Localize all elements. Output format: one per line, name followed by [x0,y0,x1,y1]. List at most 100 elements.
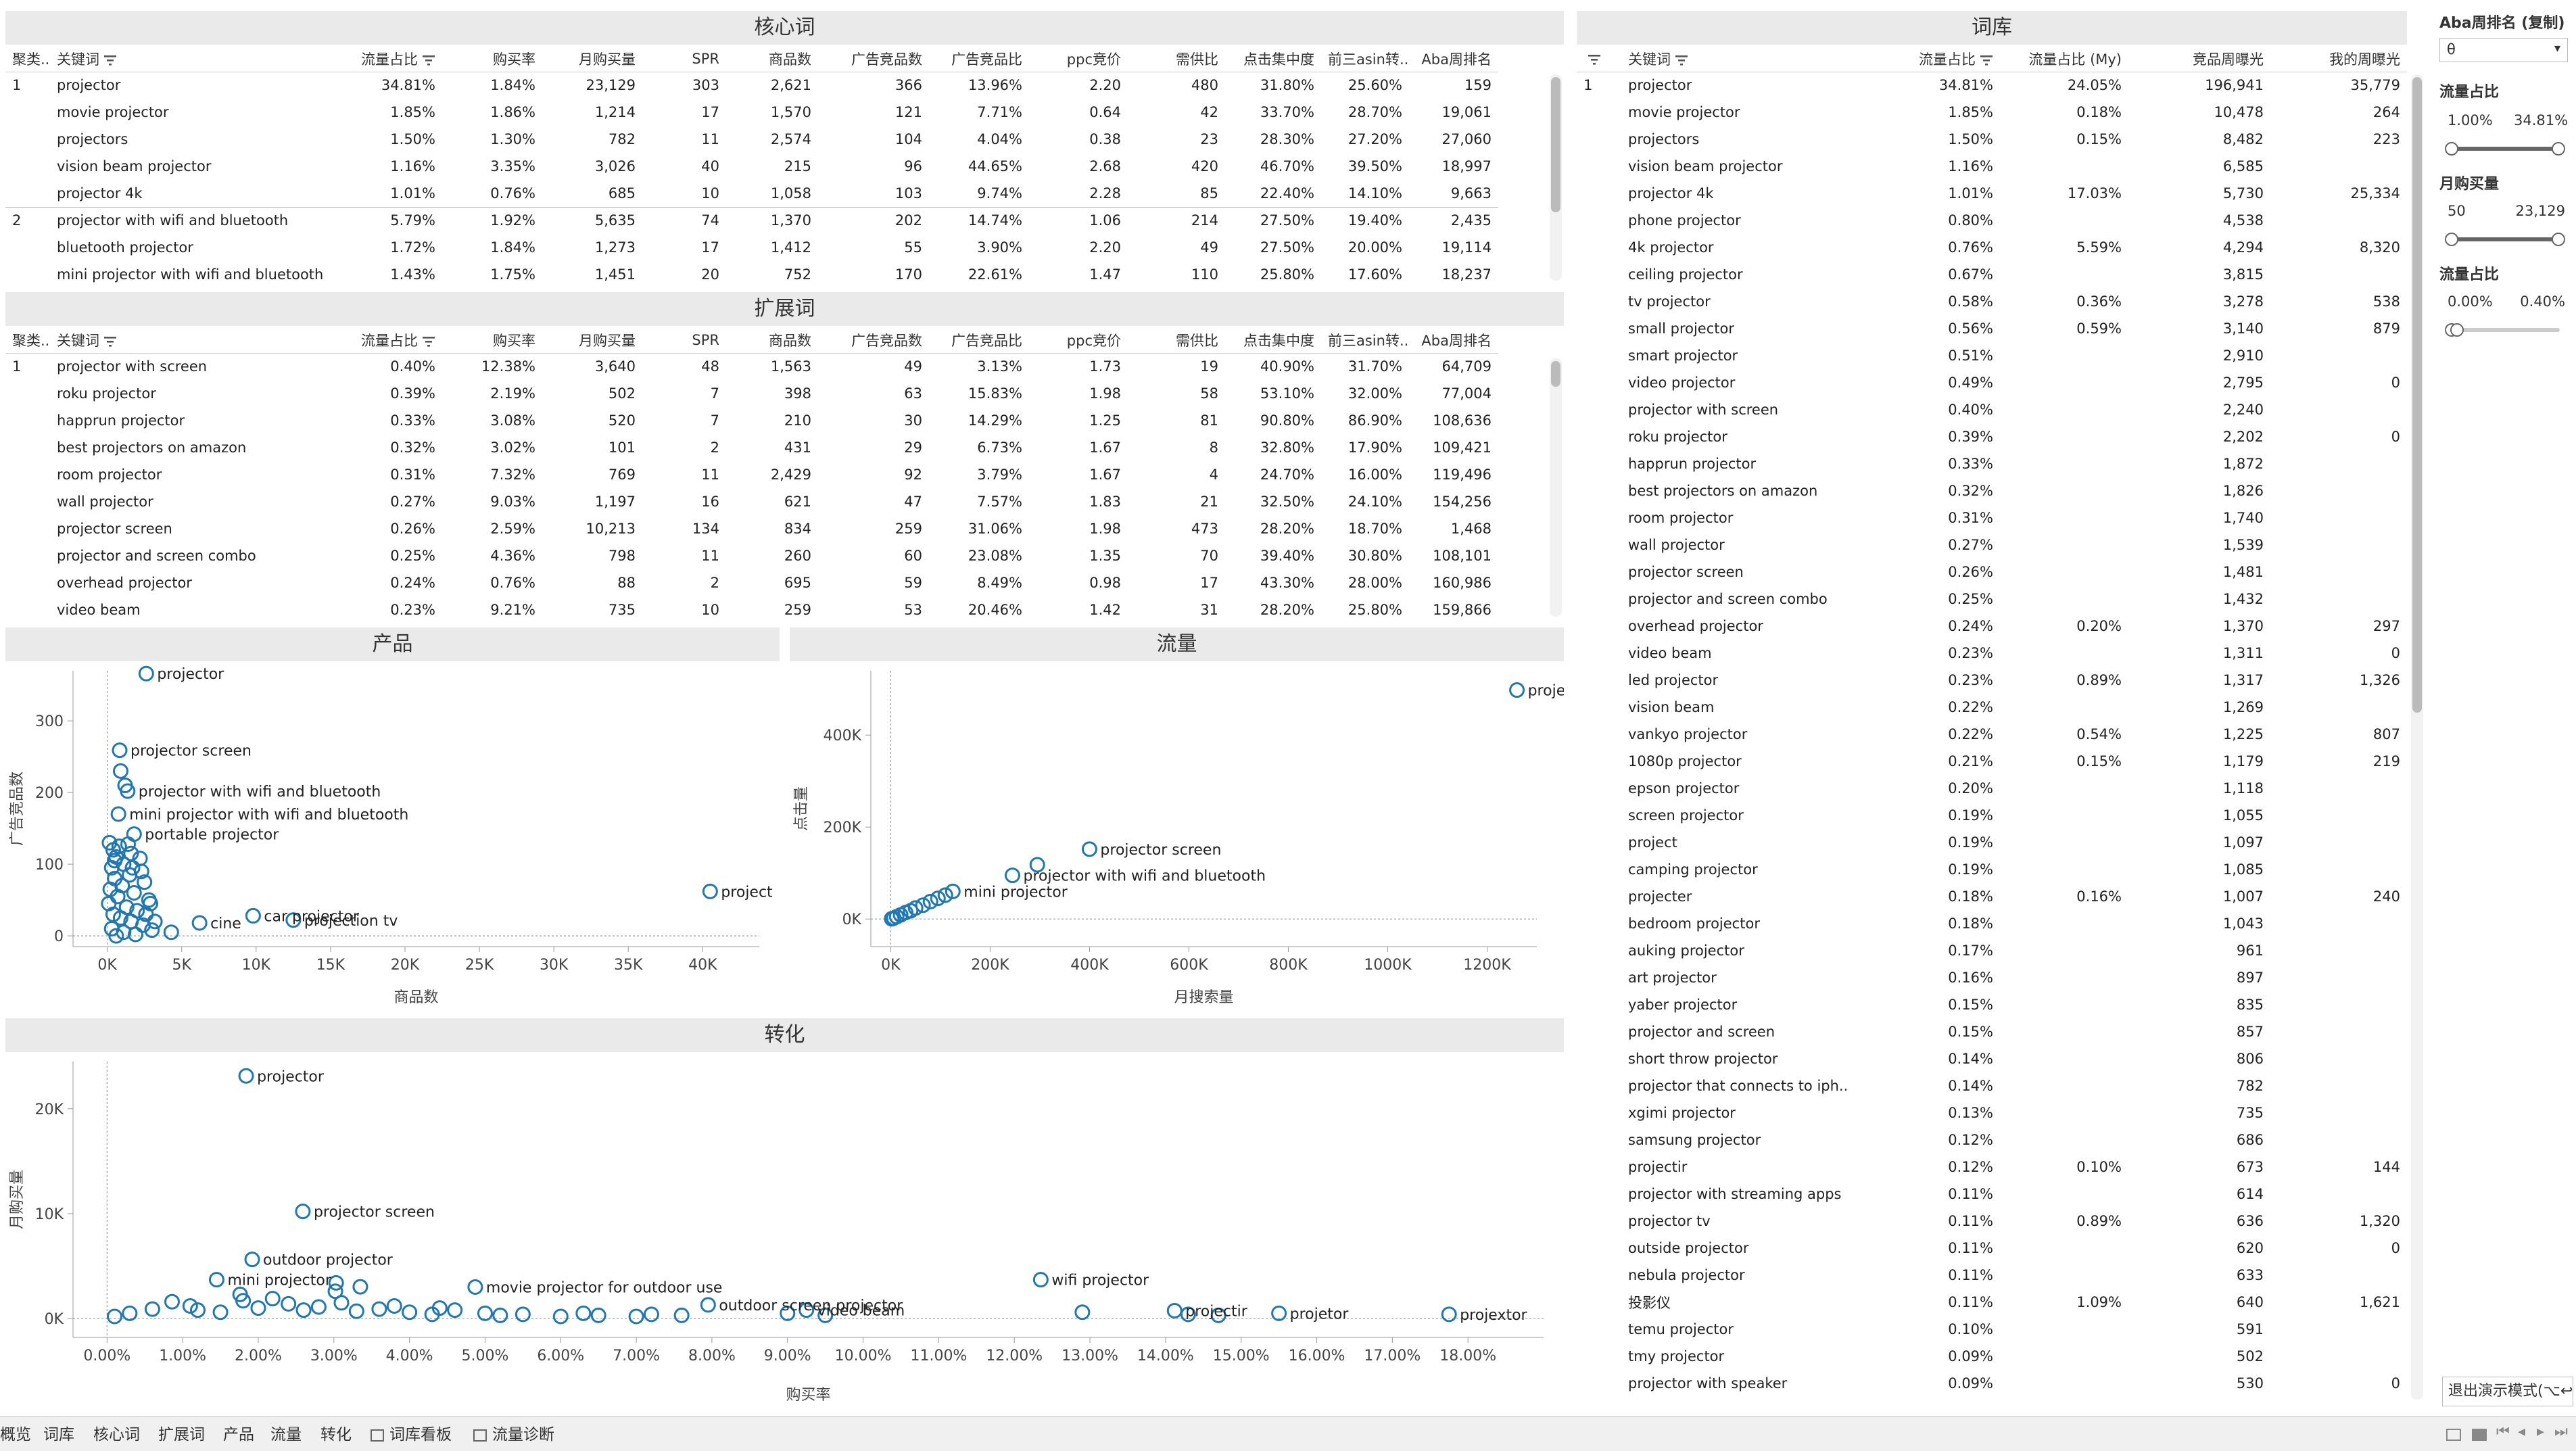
core_table-col-header[interactable]: 商品数 [726,46,818,72]
table-row[interactable]: overhead projector 0.24% 0.76% 88 2 695 59 8.49… [5,569,1498,596]
table-row[interactable]: wall projector 0.27% 9.03% 1,197 16 621 47 7.57… [5,488,1498,515]
scatter-point[interactable] [138,665,154,682]
scatter-point[interactable] [1081,841,1097,857]
scatter-point[interactable] [182,1298,198,1314]
scatter-point[interactable] [643,1306,659,1323]
slider-max-knob[interactable] [2552,233,2565,246]
scatter-point[interactable] [295,1204,311,1220]
scatter-point[interactable] [110,806,126,822]
sheet-tab[interactable]: 扩展词 [158,1423,205,1446]
expand-table-scrollbar[interactable] [1550,358,1562,617]
table-row[interactable]: led projector 0.23% 0.89% 1,317 1,326 [1577,667,2407,694]
filter-monthly-purchase-slider[interactable] [2445,231,2565,247]
expand_table-col-header[interactable]: 广告竞品数 [818,327,929,354]
scatter-point[interactable] [144,922,160,938]
core_table-col-header[interactable]: 点击集中度 [1225,46,1321,72]
sheet-tab[interactable]: 流量诊断 [473,1423,554,1446]
lexicon_table-col-header[interactable] [1577,46,1621,72]
scatter-point[interactable] [328,1275,344,1291]
table-row[interactable]: roku projector 0.39% 2,202 0 [1577,423,2407,450]
scatter-point[interactable] [915,897,931,913]
scatter-point[interactable] [144,1301,160,1317]
lexicon_table-col-header[interactable]: 我的周曝光 [2270,46,2407,72]
scatter-point[interactable] [780,1305,796,1321]
scatter-point[interactable] [798,1302,815,1318]
scatter-point[interactable] [126,826,142,842]
expand_table-col-header[interactable]: 商品数 [726,327,818,354]
scatter-point[interactable] [1074,1304,1091,1321]
table-row[interactable]: projector tv 0.11% 0.89% 636 1,320 [1577,1208,2407,1235]
scatter-point[interactable] [163,924,179,941]
table-row[interactable]: short throw projector 0.14% 806 [1577,1045,2407,1072]
table-row[interactable]: auking projector 0.17% 961 [1577,937,2407,964]
sheet-tab[interactable]: 流量 [270,1423,302,1446]
last-sheet-icon[interactable]: ⏭ [2554,1423,2568,1440]
lexicon-table-scrollbar[interactable] [2411,74,2423,1400]
scatter-point[interactable] [112,910,128,926]
table-row[interactable]: projector and screen combo 0.25% 4.36% 798 1… [5,542,1498,569]
scatter-point[interactable] [116,924,132,941]
table-row[interactable]: happrun projector 0.33% 1,872 [1577,450,2407,477]
table-row[interactable]: projecter 0.18% 0.16% 1,007 240 [1577,883,2407,910]
scatter-point[interactable] [208,1272,224,1288]
scatter-point[interactable] [402,1304,418,1321]
scatter-point[interactable] [1004,867,1020,884]
grid-view-icon[interactable] [2446,1429,2461,1441]
expand_table-col-header[interactable]: ppc竞价 [1029,327,1128,354]
scatter-point[interactable] [310,1299,327,1315]
table-row[interactable]: movie projector 1.85% 0.18% 10,478 264 [1577,99,2407,126]
table-row[interactable]: projector with speaker 0.09% 530 0 [1577,1370,2407,1397]
table-row[interactable]: video projector 0.49% 2,795 0 [1577,369,2407,396]
scatter-point[interactable] [673,1307,690,1323]
slider-max-knob[interactable] [2552,142,2565,156]
prev-sheet-icon[interactable]: ◂ [2518,1423,2526,1440]
table-row[interactable]: best projectors on amazon 0.32% 1,826 [1577,477,2407,504]
table-row[interactable]: projector 4k 1.01% 17.03% 5,730 25,334 [1577,180,2407,207]
sheet-tab[interactable]: 核心词 [93,1423,140,1446]
scatter-point[interactable] [467,1279,483,1295]
core_table-col-header[interactable]: 月购买量 [542,46,642,72]
scatter-point[interactable] [147,913,163,930]
core_table-col-header[interactable]: 广告竞品数 [818,46,929,72]
scatter-point[interactable] [333,1295,350,1311]
table-row[interactable]: 1 projector with screen 0.40% 12.38% 3,640 48… [5,353,1498,380]
scatter-point[interactable] [817,1307,834,1323]
scatter-point[interactable] [1166,1302,1183,1318]
scatter-point[interactable] [702,883,718,899]
table-row[interactable]: wall projector 0.27% 1,539 [1577,531,2407,558]
scatter-point[interactable] [137,874,153,890]
scatter-point[interactable] [191,915,208,931]
expand-table[interactable]: 聚类.. 关键词 流量占比 购买率 月购买量 SPR 商品数 广告竞品数 广告竞品比 ppc竞价需… [5,327,1554,619]
table-row[interactable]: vision beam projector 1.16% 6,585 [1577,153,2407,180]
table-row[interactable]: projector and screen 0.15% 857 [1577,1018,2407,1045]
scatter-point[interactable] [386,1298,402,1314]
table-row[interactable]: projector screen 0.26% 1,481 [1577,558,2407,586]
scatter-point[interactable] [492,1307,508,1323]
next-sheet-icon[interactable]: ▸ [2537,1423,2545,1440]
table-row[interactable]: 2 projector with wifi and bluetooth 5.79% 1… [5,206,1498,234]
sheet-tab[interactable]: 词库看板 [371,1423,452,1446]
table-row[interactable]: temu projector 0.10% 591 [1577,1316,2407,1343]
table-row[interactable]: room projector 0.31% 7.32% 769 11 2,429 92 3.79… [5,461,1498,488]
table-row[interactable]: overhead projector 0.24% 0.20% 1,370 297 [1577,613,2407,640]
scatter-point[interactable] [930,890,946,907]
table-row[interactable]: phone projector 0.80% 4,538 [1577,207,2407,234]
scatter-point[interactable] [122,1305,138,1321]
core_table-col-header[interactable]: SPR [642,46,726,72]
expand_table-col-header[interactable]: 关键词 [50,327,334,354]
scatter-point[interactable] [1509,682,1525,698]
table-row[interactable]: xgimi projector 0.13% 735 [1577,1099,2407,1126]
table-row[interactable]: outside projector 0.11% 620 0 [1577,1235,2407,1262]
scatter-point[interactable] [552,1308,569,1325]
table-row[interactable]: video beam 0.23% 1,311 0 [1577,640,2407,667]
scatter-point[interactable] [164,1293,180,1310]
table-row[interactable]: 4k projector 0.76% 5.59% 4,294 8,320 [1577,234,2407,261]
table-row[interactable]: vankyo projector 0.22% 0.54% 1,225 807 [1577,721,2407,748]
expand_table-col-header[interactable]: 广告竞品比 [929,327,1029,354]
table-row[interactable]: projector with screen 0.40% 2,240 [1577,396,2407,423]
expand_table-col-header[interactable]: 流量占比 [334,327,442,354]
scatter-point[interactable] [142,895,158,911]
table-row[interactable]: mini projector with wifi and bluetooth 1.… [5,261,1498,284]
table-row[interactable]: bedroom projector 0.18% 1,043 [1577,910,2407,937]
scatter-point[interactable] [111,838,127,855]
